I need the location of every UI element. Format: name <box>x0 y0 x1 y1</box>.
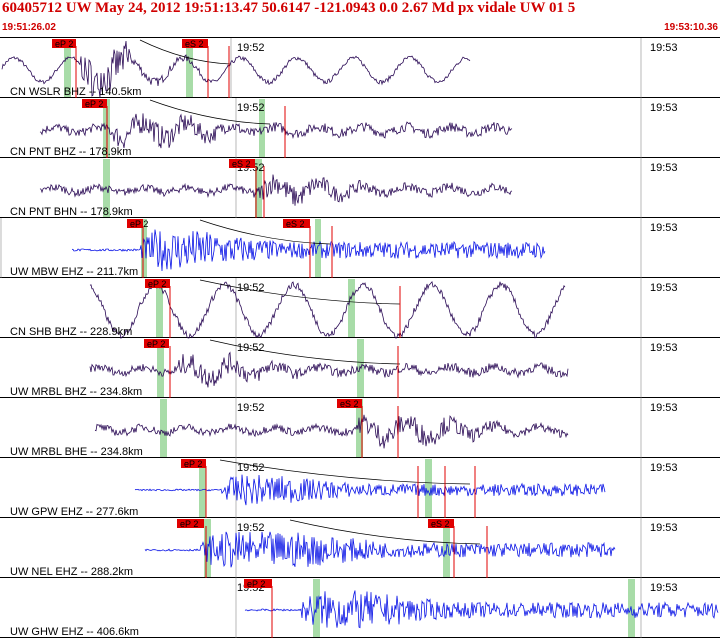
time-label-1953: 19:53 <box>650 42 678 54</box>
phase-tag[interactable] <box>337 399 362 408</box>
phase-tag-label: eP 2 <box>247 579 265 589</box>
station-label: UW GHW EHZ -- 406.6km <box>10 626 139 638</box>
time-label-1953: 19:53 <box>650 102 678 114</box>
phase-tag-label: eS 2 <box>431 519 450 529</box>
phase-window <box>425 459 432 517</box>
phase-tag[interactable] <box>181 459 206 468</box>
phase-tag-label: eS 2 <box>340 399 359 409</box>
time-label-1952: 19:52 <box>237 102 265 114</box>
travel-time-curve <box>139 39 231 65</box>
phase-window <box>141 219 147 277</box>
time-label-1952: 19:52 <box>237 522 265 534</box>
phase-window <box>64 39 71 97</box>
phase-tag-label: eP 2 <box>147 339 165 349</box>
waveform <box>94 414 569 449</box>
waveform <box>1 40 471 98</box>
time-label-1953: 19:53 <box>650 222 678 234</box>
phase-tag[interactable] <box>283 219 310 228</box>
phase-tag[interactable] <box>145 279 170 288</box>
phase-tag-label: eP 2 <box>85 99 103 109</box>
waveform <box>244 590 719 629</box>
waveform <box>89 280 566 340</box>
travel-time-curve <box>149 99 271 125</box>
time-label-1953: 19:53 <box>650 462 678 474</box>
time-label-1953: 19:53 <box>650 342 678 354</box>
phase-window <box>156 279 163 337</box>
phase-window <box>157 339 164 397</box>
station-label: UW NEL EHZ -- 288.2km <box>10 566 133 578</box>
time-label-1952: 19:52 <box>237 462 265 474</box>
station-label: UW MBW EHZ -- 211.7km <box>10 266 138 278</box>
phase-tag-label: eP 2 <box>130 219 148 229</box>
trace-panel: 19:52 19:53 eP 2 eS 2 CN WSLR BHZ -- 140.5km <box>0 38 720 98</box>
phase-tag-label: eP 2 <box>180 519 198 529</box>
station-label: CN PNT BHN -- 178.9km <box>10 206 133 218</box>
seismogram-canvas: 19:52 19:53 eP 2 eS 2 CN WSLR BHZ -- 140.5km… <box>0 38 720 638</box>
phase-tag[interactable] <box>144 339 169 348</box>
phase-window <box>199 459 206 517</box>
phase-tag[interactable] <box>229 159 255 168</box>
trace-panel: 19:52 19:53 eP 2 CN PNT BHZ -- 178.9km <box>0 98 720 158</box>
trace-panel: 19:52 19:53 eP 2 eS 2 UW NEL EHZ -- 288.2km <box>0 518 720 578</box>
time-label-1953: 19:53 <box>650 582 678 594</box>
phase-tag-label: eS 2 <box>232 159 251 169</box>
time-label-1952: 19:52 <box>237 342 265 354</box>
phase-tag-label: eP 2 <box>184 459 202 469</box>
phase-window <box>160 399 167 457</box>
seismogram-panels: 19:52 19:53 eP 2 eS 2 CN WSLR BHZ -- 140.5km… <box>0 38 720 638</box>
time-label-1952: 19:52 <box>237 402 265 414</box>
phase-tag[interactable] <box>428 519 454 528</box>
travel-time-curve <box>209 339 401 365</box>
station-label: UW MRBL BHZ -- 234.8km <box>10 386 142 398</box>
header: 60405712 UW May 24, 2012 19:51:13.47 50.… <box>0 0 720 38</box>
station-label: CN SHB BHZ -- 228.9km <box>10 326 132 338</box>
start-time: 19:51:26.02 <box>2 22 56 33</box>
trace-panel: 19:52 19:53 eP 2 UW MRBL BHZ -- 234.8km <box>0 338 720 398</box>
waveform <box>71 229 546 272</box>
waveform <box>144 531 616 568</box>
phase-tag[interactable] <box>127 219 143 228</box>
time-label-1953: 19:53 <box>650 522 678 534</box>
station-label: UW MRBL BHE -- 234.8km <box>10 446 143 458</box>
trace-panel: 19:53 eP 2 eS 2 UW MBW EHZ -- 211.7km <box>0 218 720 278</box>
phase-tag-label: eS 2 <box>286 219 305 229</box>
phase-window <box>315 219 321 277</box>
phase-window <box>259 99 265 157</box>
phase-tag-label: eS 2 <box>185 39 204 49</box>
phase-window <box>186 39 193 97</box>
waveform <box>134 474 606 506</box>
trace-panel: 19:52 19:53 eP 2 UW GPW EHZ -- 277.6km <box>0 458 720 518</box>
trace-panel: 19:52 19:53 eS 2 UW MRBL BHE -- 234.8km <box>0 398 720 458</box>
phase-tag[interactable] <box>177 519 204 528</box>
phase-window <box>348 279 355 337</box>
event-title: 60405712 UW May 24, 2012 19:51:13.47 50.… <box>2 0 576 16</box>
waveform <box>39 174 513 206</box>
time-label-1952: 19:52 <box>237 42 265 54</box>
phase-tag-label: eP 2 <box>148 279 166 289</box>
travel-time-curve <box>199 279 401 305</box>
phase-tag[interactable] <box>82 99 107 108</box>
time-label-1953: 19:53 <box>650 282 678 294</box>
waveform <box>39 113 513 149</box>
travel-time-curve <box>289 519 481 545</box>
station-label: UW GPW EHZ -- 277.6km <box>10 506 138 518</box>
phase-tag[interactable] <box>244 579 272 588</box>
travel-time-curve <box>199 219 331 245</box>
station-label: CN PNT BHZ -- 178.9km <box>10 146 131 158</box>
time-label-1953: 19:53 <box>650 402 678 414</box>
end-time: 19:53:10.36 <box>664 22 718 33</box>
phase-tag[interactable] <box>52 39 76 48</box>
travel-time-curve <box>219 459 471 485</box>
phase-tag[interactable] <box>182 39 208 48</box>
time-label-1953: 19:53 <box>650 162 678 174</box>
phase-tag-label: eP 2 <box>55 39 73 49</box>
station-label: CN WSLR BHZ -- 140.5km <box>10 86 141 98</box>
